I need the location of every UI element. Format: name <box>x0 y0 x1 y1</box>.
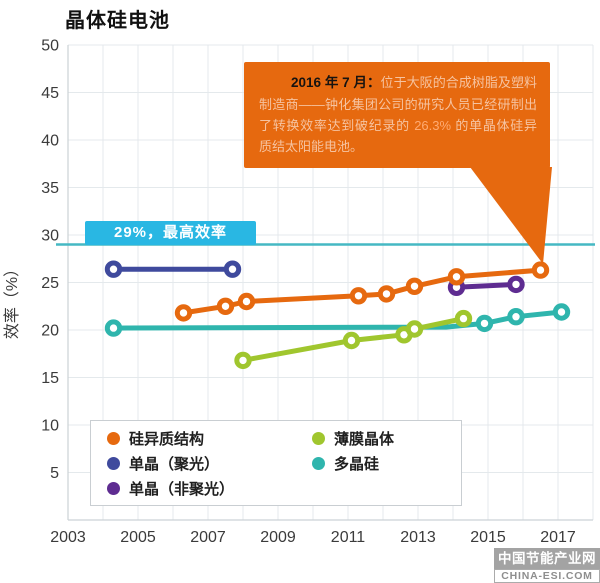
x-tick-label: 2015 <box>470 529 506 546</box>
legend: 硅异质结构 单晶（聚光） 单晶（非聚光） 薄膜晶体 多晶硅 <box>90 420 462 506</box>
legend-item-silicon-heterostructure: 硅异质结构 <box>107 428 312 449</box>
y-tick-label: 30 <box>41 228 59 245</box>
x-tick-label: 2007 <box>190 529 226 546</box>
data-point-silicon-heterostructure <box>349 287 368 305</box>
y-tick-label: 15 <box>41 370 59 387</box>
data-point-silicon-heterostructure <box>531 261 550 279</box>
data-point-silicon-heterostructure <box>216 297 235 315</box>
legend-label: 单晶（非聚光） <box>129 481 235 498</box>
x-tick-label: 2013 <box>400 529 436 546</box>
data-point-thin-film-crystal <box>454 309 473 328</box>
page-title: 晶体硅电池 <box>65 10 170 32</box>
record-callout: 2016 年 7 月：位于大阪的合成树脂及塑料制造商——钟化集团公司的研究人员已… <box>244 62 550 168</box>
data-point-silicon-heterostructure <box>447 268 466 286</box>
data-point-multicrystalline <box>475 314 494 333</box>
legend-item-thin-film-crystal: 薄膜晶体 <box>312 428 461 449</box>
legend-swatch-icon <box>312 457 325 470</box>
data-point-silicon-heterostructure <box>237 292 256 311</box>
y-tick-label: 35 <box>41 180 59 197</box>
callout-tail <box>470 167 552 264</box>
watermark: 中国节能产业网 CHINA-ESI.COM <box>494 548 600 583</box>
y-tick-label: 10 <box>41 418 59 435</box>
legend-label: 单晶（聚光） <box>129 456 220 473</box>
data-point-mono-non-concentrator <box>507 275 525 294</box>
efficiency-limit-badge: 29%，最高效率 <box>85 221 256 245</box>
callout-body-after: 的单晶体硅异质结太阳能电池。 <box>259 117 537 154</box>
watermark-url: CHINA-ESI.COM <box>494 569 600 583</box>
callout-date-heading: 2016 年 7 月： <box>291 75 381 90</box>
legend-item-multicrystalline: 多晶硅 <box>312 453 461 474</box>
data-point-silicon-heterostructure <box>405 277 424 295</box>
y-axis-title: 效率（%） <box>3 261 21 339</box>
data-point-silicon-heterostructure <box>377 285 396 303</box>
y-tick-label: 25 <box>41 275 59 292</box>
y-tick-label: 45 <box>41 85 59 102</box>
callout-body-before: 位于大阪的合成树脂及塑料制造商——钟化集团公司的研究人员已经研制出了转换效率达到… <box>259 75 537 133</box>
data-point-thin-film-crystal <box>405 320 424 338</box>
record-callout-text: 2016 年 7 月：位于大阪的合成树脂及塑料制造商——钟化集团公司的研究人员已… <box>259 72 537 157</box>
data-point-multicrystalline <box>507 308 525 326</box>
callout-record-value: 26.3% <box>414 117 452 133</box>
x-tick-label: 2011 <box>331 529 366 546</box>
y-tick-label: 20 <box>41 323 59 340</box>
data-point-mono-concentrator <box>223 260 242 278</box>
x-tick-label: 2005 <box>120 529 156 546</box>
x-tick-label: 2003 <box>50 529 86 546</box>
legend-swatch-icon <box>107 482 120 495</box>
x-tick-label: 2017 <box>540 529 576 546</box>
legend-item-mono-non-concentrator: 单晶（非聚光） <box>107 478 312 499</box>
legend-label: 多晶硅 <box>334 456 380 473</box>
data-point-silicon-heterostructure <box>174 304 193 322</box>
data-point-thin-film-crystal <box>234 351 252 370</box>
x-tick-label: 2009 <box>260 529 296 546</box>
series-line-mono-non-concentrator <box>454 281 519 290</box>
legend-label: 硅异质结构 <box>129 431 205 448</box>
y-tick-label: 40 <box>41 133 59 150</box>
data-point-thin-film-crystal <box>342 331 361 350</box>
data-point-mono-concentrator <box>104 260 123 278</box>
legend-swatch-icon <box>107 457 120 470</box>
watermark-chinese: 中国节能产业网 <box>494 548 600 569</box>
legend-swatch-icon <box>107 432 120 445</box>
data-point-multicrystalline <box>552 303 571 321</box>
y-tick-label: 50 <box>41 38 59 55</box>
legend-swatch-icon <box>312 432 325 445</box>
data-point-multicrystalline <box>104 319 123 337</box>
legend-label: 薄膜晶体 <box>334 431 395 448</box>
y-tick-label: 5 <box>50 465 59 482</box>
legend-item-mono-concentrator: 单晶（聚光） <box>107 453 312 474</box>
